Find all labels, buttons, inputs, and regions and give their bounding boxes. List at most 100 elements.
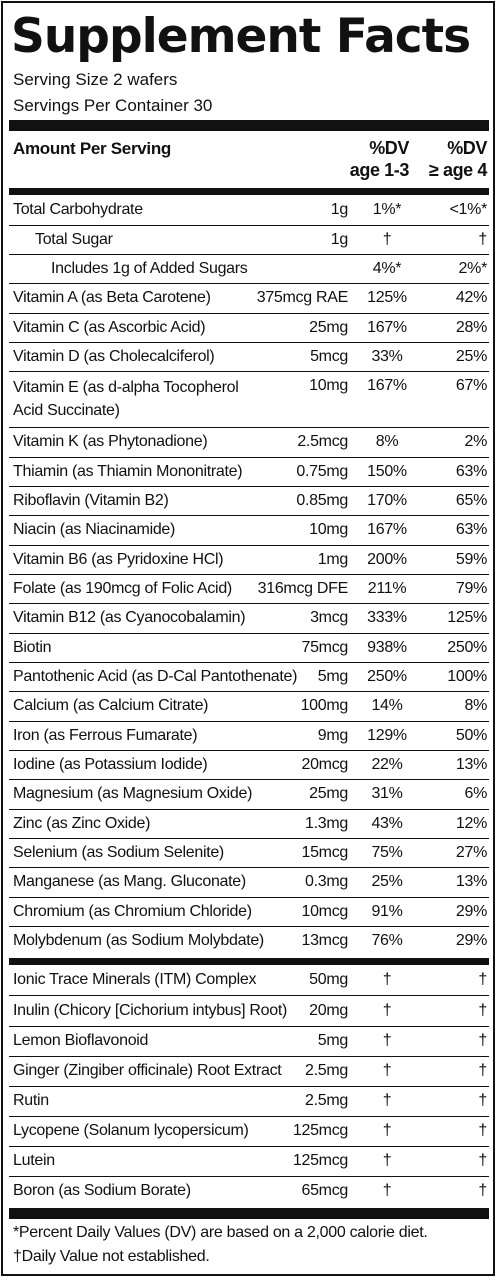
amount-per-serving-header: Amount Per Serving xyxy=(13,139,172,158)
nutrient-row: Niacin (as Niacinamide) 10mg 167% 63% xyxy=(9,516,489,546)
nutrient-dv-age-4: 63% xyxy=(455,521,487,538)
nutrient-dv-age-4: 13% xyxy=(455,756,487,773)
nutrient-dv-age-1-3: 129% xyxy=(367,727,407,744)
nutrient-row: Biotin 75mcg 938% 250% xyxy=(9,634,489,663)
nutrient-amount: 375mcg RAE xyxy=(256,289,349,306)
nutrient-row: Vitamin B6 (as Pyridoxine HCl) 1mg 200% 59% xyxy=(9,546,489,575)
ingredient-dv-age-1-3: † xyxy=(382,1002,392,1019)
nutrient-name: Total Sugar xyxy=(35,231,113,248)
nutrient-dv-age-4: 79% xyxy=(455,580,487,597)
medium-divider-2 xyxy=(9,958,489,965)
ingredient-dv-age-1-3: † xyxy=(382,1062,392,1079)
nutrient-amount: 0.75mg xyxy=(296,463,348,480)
nutrient-row: Vitamin A (as Beta Carotene) 375mcg RAE 12… xyxy=(9,284,489,314)
nutrient-name: Zinc (as Zinc Oxide) xyxy=(13,815,151,832)
thick-divider-top xyxy=(9,120,489,131)
nutrient-dv-age-4: † xyxy=(478,231,487,248)
nutrient-name: Vitamin E (as d-alpha Tocopherol Acid Su… xyxy=(13,379,239,419)
panel-title: Supplement Facts xyxy=(11,9,471,64)
nutrient-row: Folate (as 190mcg of Folic Acid) 316mcg D… xyxy=(9,575,489,604)
ingredient-name: Ionic Trace Minerals (ITM) Complex xyxy=(13,971,257,988)
nutrient-dv-age-4: <1%* xyxy=(449,201,488,218)
ingredient-dv-age-4: † xyxy=(478,1122,487,1139)
ingredient-amount: 2.5mg xyxy=(305,1062,348,1079)
nutrient-dv-age-1-3: 167% xyxy=(367,377,407,394)
nutrient-row: Vitamin K (as Phytonadione) 2.5mcg 8% 2% xyxy=(9,428,489,458)
nutrient-dv-age-1-3: 150% xyxy=(367,463,407,480)
ingredient-row: Ginger (Zingiber officinale) Root Extrac… xyxy=(9,1057,489,1087)
nutrient-dv-age-1-3: 76% xyxy=(371,932,403,949)
nutrient-row: Riboflavin (Vitamin B2) 0.85mg 170% 65% xyxy=(9,487,489,516)
ingredient-row: Inulin (Chicory [Cichorium intybus] Root… xyxy=(9,997,489,1027)
ingredient-amount: 125mcg xyxy=(292,1122,348,1139)
servings-per-container: Servings Per Container 30 xyxy=(13,96,213,115)
nutrient-amount: 0.3mg xyxy=(305,873,348,890)
nutrient-dv-age-1-3: 1%* xyxy=(372,201,402,218)
nutrient-amount: 10mg xyxy=(309,521,348,538)
nutrient-name: Magnesium (as Magnesium Oxide) xyxy=(13,785,253,802)
nutrient-row: Pantothenic Acid (as D-Cal Pantothenate)… xyxy=(9,663,489,692)
nutrient-name: Chromium (as Chromium Chloride) xyxy=(13,903,252,920)
nutrient-dv-age-1-3: 125% xyxy=(367,289,407,306)
ingredient-row: Lemon Bioflavonoid 5mg † † xyxy=(9,1027,489,1057)
nutrient-dv-age-1-3: 33% xyxy=(371,348,403,365)
nutrient-dv-age-1-3: 167% xyxy=(367,319,407,336)
nutrient-name: Vitamin B12 (as Cyanocobalamin) xyxy=(13,609,246,626)
nutrient-dv-age-1-3: 938% xyxy=(367,639,407,656)
serving-size: Serving Size 2 wafers xyxy=(13,70,178,89)
ingredient-dv-age-1-3: † xyxy=(382,1092,392,1109)
nutrient-row: Iron (as Ferrous Fumarate) 9mg 129% 50% xyxy=(9,722,489,751)
nutrient-dv-age-1-3: 4%* xyxy=(372,260,402,277)
nutrient-row: Zinc (as Zinc Oxide) 1.3mg 43% 12% xyxy=(9,810,489,839)
ingredient-row: Boron (as Sodium Borate) 65mcg † † xyxy=(9,1177,489,1208)
medium-divider xyxy=(9,188,489,195)
nutrient-dv-age-4: 27% xyxy=(455,844,487,861)
nutrient-amount: 1.3mg xyxy=(305,815,348,832)
nutrient-dv-age-1-3: 167% xyxy=(367,521,407,538)
nutrient-name: Vitamin A (as Beta Carotene) xyxy=(13,289,211,306)
nutrient-dv-age-1-3: † xyxy=(382,231,392,248)
nutrient-dv-age-1-3: 250% xyxy=(367,668,407,685)
nutrient-amount: 9mg xyxy=(317,727,349,744)
nutrient-amount: 1g xyxy=(330,231,349,248)
nutrient-name: Calcium (as Calcium Citrate) xyxy=(13,697,209,714)
ingredient-dv-age-4: † xyxy=(478,1092,487,1109)
ingredient-dv-age-4: † xyxy=(478,971,487,988)
dv-header-2-line2: ≥ age 4 xyxy=(428,160,488,180)
nutrient-amount: 75mcg xyxy=(301,639,348,656)
nutrient-name: Iron (as Ferrous Fumarate) xyxy=(13,727,198,744)
ingredient-amount: 20mg xyxy=(309,1002,348,1019)
nutrient-dv-age-1-3: 43% xyxy=(371,815,403,832)
nutrient-dv-age-4: 13% xyxy=(455,873,487,890)
nutrient-dv-age-1-3: 91% xyxy=(371,903,403,920)
nutrient-amount: 10mg xyxy=(309,377,348,394)
nutrient-amount: 1mg xyxy=(317,551,349,568)
nutrient-amount: 5mg xyxy=(317,668,349,685)
dv-header-age-1-3: %DV age 1-3 xyxy=(333,137,410,181)
nutrient-name: Vitamin K (as Phytonadione) xyxy=(13,433,208,450)
nutrient-row: Chromium (as Chromium Chloride) 10mcg 91% 2… xyxy=(9,898,489,927)
nutrient-name: Vitamin D (as Cholecalciferol) xyxy=(13,348,215,365)
nutrient-amount: 1g xyxy=(330,201,349,218)
nutrient-dv-age-4: 100% xyxy=(447,668,487,685)
nutrient-dv-age-1-3: 75% xyxy=(371,844,403,861)
nutrient-amount: 25mg xyxy=(309,785,348,802)
footnote-dv: *Percent Daily Values (DV) are based on … xyxy=(13,1224,428,1241)
nutrient-dv-age-4: 29% xyxy=(455,903,487,920)
ingredient-row: Lycopene (Solanum lycopersicum) 125mcg † † xyxy=(9,1117,489,1147)
nutrient-row: Molybdenum (as Sodium Molybdate) 13mcg 76%… xyxy=(9,927,489,958)
nutrient-dv-age-4: 63% xyxy=(455,463,487,480)
nutrient-name: Molybdenum (as Sodium Molybdate) xyxy=(13,932,264,949)
nutrient-dv-age-1-3: 200% xyxy=(367,551,407,568)
nutrient-dv-age-4: 29% xyxy=(455,932,487,949)
ingredient-name: Lycopene (Solanum lycopersicum) xyxy=(13,1122,249,1139)
nutrient-dv-age-4: 2% xyxy=(464,433,487,450)
nutrient-dv-age-4: 2%* xyxy=(458,260,488,277)
dv-header-2-line1: %DV xyxy=(447,138,487,158)
nutrient-amount: 100mg xyxy=(300,697,349,714)
nutrient-amount: 13mcg xyxy=(301,932,348,949)
nutrient-amount: 0.85mg xyxy=(296,492,348,509)
nutrient-amount: 2.5mcg xyxy=(297,433,348,450)
nutrient-dv-age-1-3: 25% xyxy=(371,873,403,890)
